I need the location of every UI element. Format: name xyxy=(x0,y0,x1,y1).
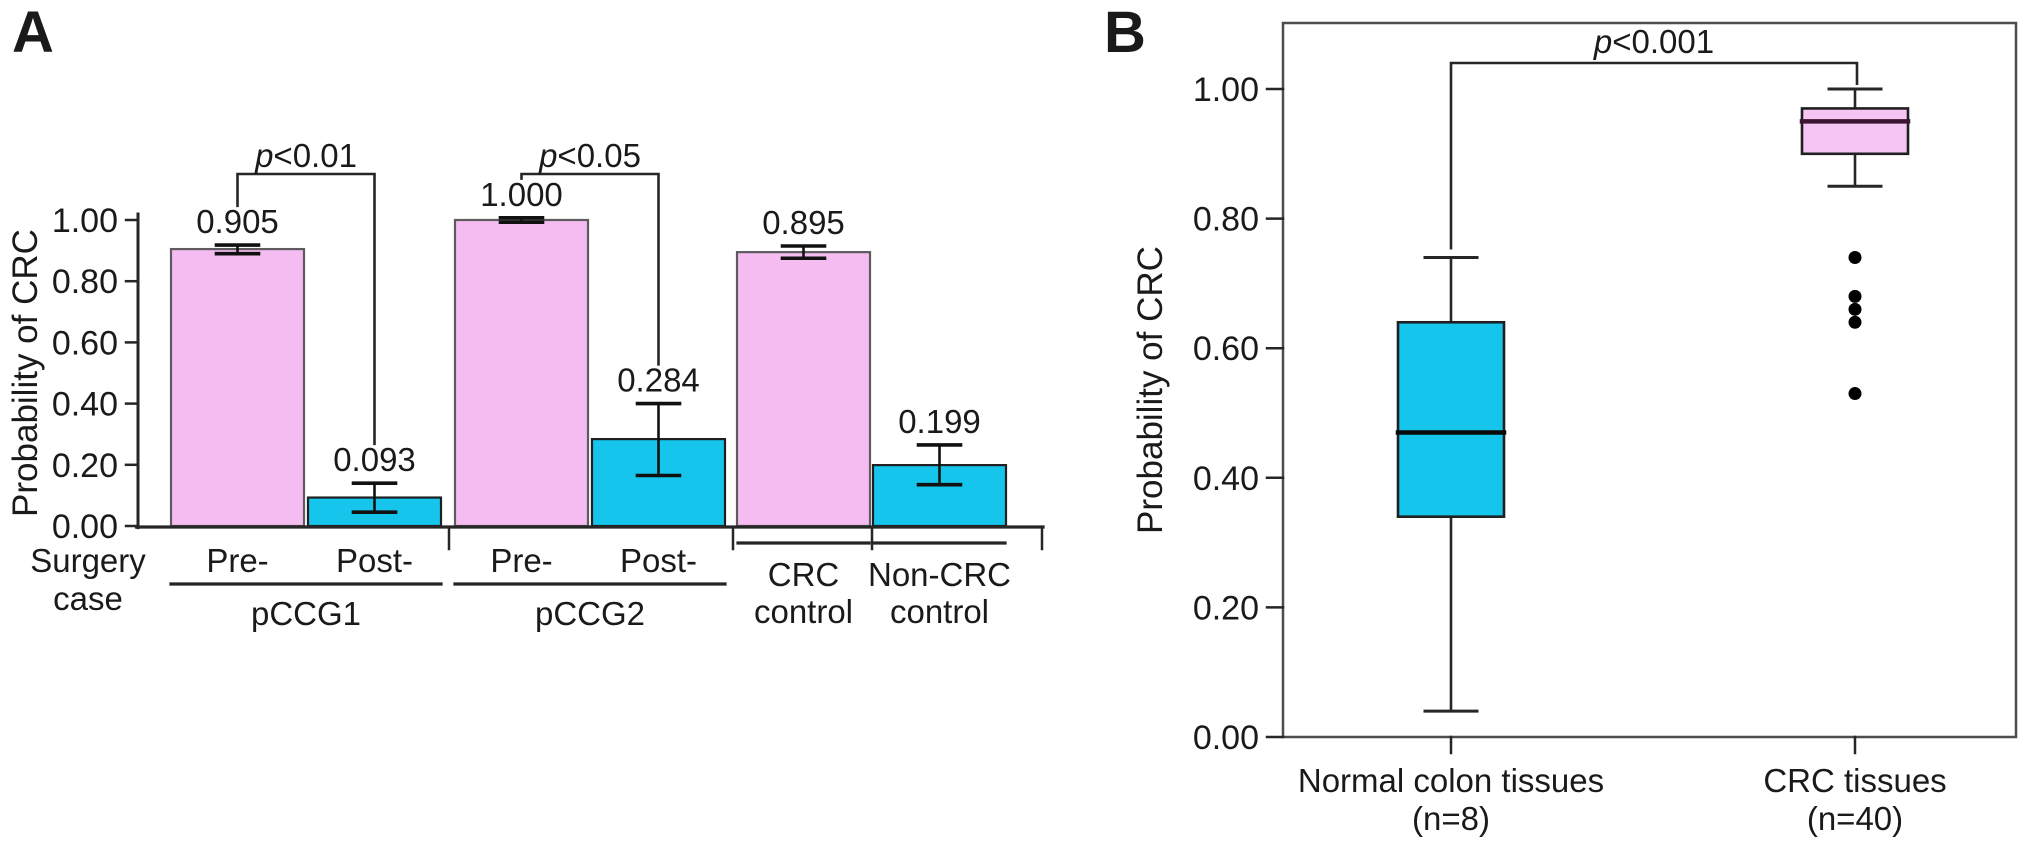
y-axis-tick-label: 1.00 xyxy=(52,202,118,240)
y-axis-tick-label-b: 0.20 xyxy=(1193,589,1259,627)
y-axis-tick-label-b: 1.00 xyxy=(1193,71,1259,109)
outlier-dot xyxy=(1848,289,1862,303)
box-category-label-line1: Normal colon tissues xyxy=(1298,762,1604,799)
significance-label: p<0.05 xyxy=(538,137,641,174)
box-category-label-line2: (n=40) xyxy=(1807,800,1903,837)
x-category-label: Post- xyxy=(620,542,697,579)
bar-pre- xyxy=(169,247,306,528)
x-category-label: Pre- xyxy=(490,542,552,579)
significance-label-b: p<0.001 xyxy=(1593,23,1714,60)
y-axis-tick-label: 0.40 xyxy=(52,386,118,424)
x-axis-row-header-line2: case xyxy=(53,580,123,617)
bar-value-label: 1.000 xyxy=(480,176,563,213)
bar-value-label: 0.895 xyxy=(762,204,845,241)
significance-bracket-b xyxy=(1449,61,1859,250)
group-label: pCCG2 xyxy=(535,595,645,632)
outlier-dot xyxy=(1848,250,1862,264)
bar-value-label: 0.905 xyxy=(196,203,279,240)
control-label-line2: control xyxy=(890,593,989,630)
bar-value-label: 0.284 xyxy=(617,362,700,399)
y-axis-tick-label: 0.20 xyxy=(52,447,118,485)
outlier-dot xyxy=(1848,315,1862,329)
control-label-line1: Non-CRC xyxy=(868,556,1011,593)
y-axis-tick-label-b: 0.00 xyxy=(1193,719,1259,757)
panel-b-letter: B xyxy=(1104,0,1146,65)
y-axis-tick-label: 0.00 xyxy=(52,508,118,546)
bar-value-label: 0.199 xyxy=(898,403,981,440)
y-axis-tick-label: 0.80 xyxy=(52,263,118,301)
y-axis-tick-label-b: 0.60 xyxy=(1193,330,1259,368)
y-axis-tick-label: 0.60 xyxy=(52,324,118,362)
bar-crc-control xyxy=(735,251,872,528)
x-category-label: Pre- xyxy=(206,542,268,579)
box-category-label-line1: CRC tissues xyxy=(1763,762,1946,799)
control-label-line2: control xyxy=(754,593,853,630)
group-label: pCCG1 xyxy=(251,595,361,632)
outlier-dot xyxy=(1848,387,1862,401)
significance-bracket xyxy=(520,172,660,366)
significance-bracket xyxy=(236,172,376,446)
panel-a-letter: A xyxy=(12,0,54,65)
y-axis-tick-label-b: 0.40 xyxy=(1193,460,1259,498)
bar-pre- xyxy=(453,218,590,528)
box-normal-colon xyxy=(1396,320,1506,518)
control-label-line1: CRC xyxy=(768,556,840,593)
box-category-label-line2: (n=8) xyxy=(1412,800,1490,837)
y-axis-tick-label-b: 0.80 xyxy=(1193,201,1259,239)
plot-frame xyxy=(1281,21,2018,739)
x-axis-row-header-line1: Surgery xyxy=(30,542,146,579)
bar-value-label: 0.093 xyxy=(333,441,416,478)
x-category-label: Post- xyxy=(336,542,413,579)
outlier-dot xyxy=(1848,302,1862,316)
box-crc-tissues xyxy=(1800,107,1910,156)
significance-label: p<0.01 xyxy=(254,137,357,174)
